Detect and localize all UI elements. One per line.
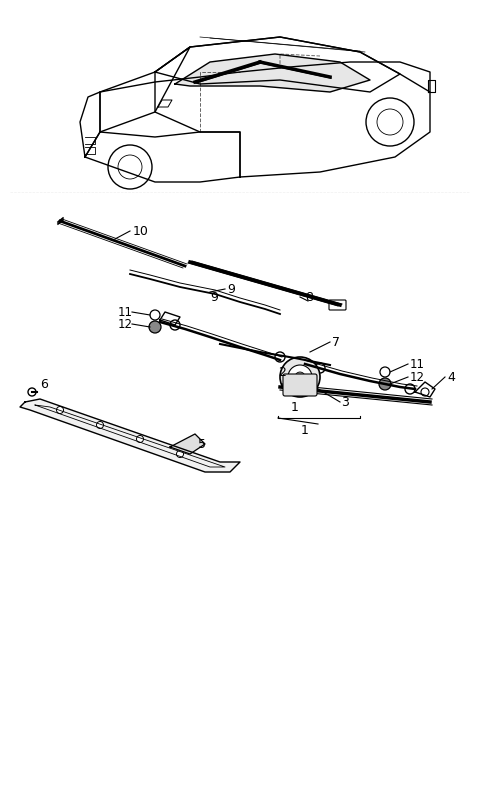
Circle shape xyxy=(295,372,305,382)
Circle shape xyxy=(149,321,161,333)
Polygon shape xyxy=(175,54,370,92)
Circle shape xyxy=(28,388,36,396)
Circle shape xyxy=(96,421,104,428)
Circle shape xyxy=(315,363,325,373)
Circle shape xyxy=(170,320,180,330)
Text: 1: 1 xyxy=(301,424,309,436)
Circle shape xyxy=(405,384,415,394)
Text: 8: 8 xyxy=(305,291,313,303)
Circle shape xyxy=(288,365,312,389)
Text: 10: 10 xyxy=(133,224,149,238)
Text: 3: 3 xyxy=(341,395,349,409)
Text: 11: 11 xyxy=(410,357,425,371)
Circle shape xyxy=(280,357,320,397)
Circle shape xyxy=(57,406,63,413)
Circle shape xyxy=(379,378,391,390)
Text: 7: 7 xyxy=(332,336,340,348)
Text: 11: 11 xyxy=(118,306,133,318)
Text: 5: 5 xyxy=(198,437,206,451)
Polygon shape xyxy=(170,434,205,454)
Circle shape xyxy=(150,310,160,320)
Text: 12: 12 xyxy=(118,318,133,330)
FancyBboxPatch shape xyxy=(329,300,346,310)
Circle shape xyxy=(177,451,183,458)
FancyBboxPatch shape xyxy=(283,374,317,396)
Circle shape xyxy=(421,388,429,396)
Text: 4: 4 xyxy=(447,371,455,383)
Text: 9: 9 xyxy=(227,283,235,295)
Circle shape xyxy=(136,436,144,443)
Circle shape xyxy=(380,367,390,377)
Text: 12: 12 xyxy=(410,371,425,383)
Text: 2: 2 xyxy=(278,365,286,379)
Text: 6: 6 xyxy=(40,378,48,390)
Circle shape xyxy=(275,352,285,362)
Text: 9: 9 xyxy=(210,291,218,303)
Text: 1: 1 xyxy=(291,401,299,413)
Polygon shape xyxy=(20,399,240,472)
